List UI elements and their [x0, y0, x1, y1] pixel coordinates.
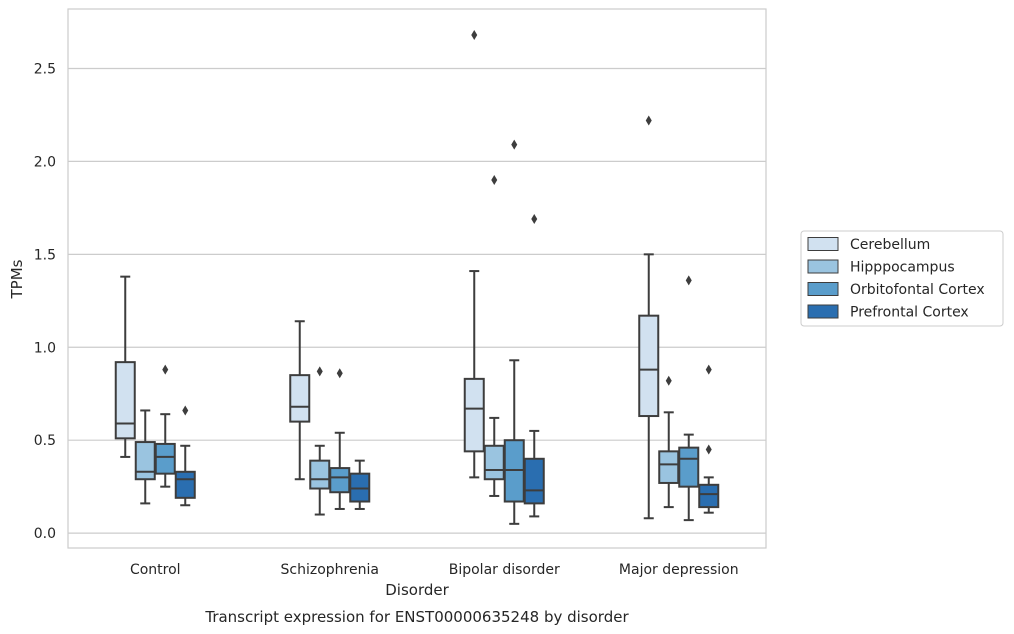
box-body: [523, 457, 545, 505]
y-tick-labels: 0.0 0.5 1.0 1.5 2.0 2.5: [34, 61, 56, 542]
box-1-0: [134, 409, 156, 505]
legend-swatch-3: [807, 304, 839, 319]
chart-title: Transcript expression for ENST0000063524…: [204, 608, 629, 626]
outlier-0: [471, 30, 478, 41]
box-body: [678, 446, 700, 488]
legend-label-2: Orbitofontal Cortex: [850, 282, 985, 298]
outlier-0: [182, 405, 189, 416]
legend-swatch-0: [807, 237, 839, 251]
outlier-0: [336, 368, 343, 379]
outlier-1: [705, 444, 712, 455]
box-2-0: [154, 364, 176, 488]
legend-swatch-1: [807, 259, 839, 274]
box-2-1: [329, 368, 351, 510]
x-tick-label-0: Control: [130, 562, 181, 578]
outlier-0: [705, 364, 712, 375]
outlier-0: [665, 375, 672, 386]
outlier-0: [162, 364, 169, 375]
box-body: [638, 314, 660, 418]
x-tick-label-3: Major depression: [619, 562, 739, 578]
outlier-0: [316, 366, 323, 377]
x-tick-labels: Control Schizophrenia Bipolar disorder Majo…: [130, 562, 739, 578]
box-0-2: [463, 30, 485, 479]
legend-frame: [800, 230, 1004, 327]
box-3-1: [349, 459, 371, 510]
box-0-3: [638, 115, 660, 520]
y-tick-label-0: 0.0: [34, 526, 56, 542]
outlier-0: [645, 115, 652, 126]
legend: Cerebellum Hipppocampus Orbitofontal Corte…: [800, 230, 1004, 327]
x-axis-label: Disorder: [385, 581, 449, 599]
legend-label-1: Hipppocampus: [850, 260, 955, 276]
legend-label-3: Prefrontal Cortex: [850, 305, 969, 321]
y-tick-label-4: 2.0: [34, 154, 56, 170]
box-body: [329, 467, 351, 494]
box-body: [483, 444, 505, 481]
box-body: [154, 442, 176, 475]
outlier-0: [491, 174, 498, 185]
x-tick-label-2: Bipolar disorder: [449, 562, 560, 578]
box-3-0: [174, 405, 196, 507]
y-tick-label-1: 0.5: [34, 433, 56, 449]
box-2-3: [678, 275, 700, 522]
y-tick-label-5: 2.5: [34, 61, 56, 77]
box-3-3: [698, 364, 720, 514]
outlier-0: [511, 139, 518, 150]
legend-label-0: Cerebellum: [850, 237, 930, 253]
x-tick-label-1: Schizophrenia: [281, 562, 379, 578]
outlier-0: [685, 275, 692, 286]
legend-swatch-2: [807, 282, 839, 296]
box-3-2: [523, 214, 545, 518]
outlier-0: [531, 214, 538, 225]
box-body: [174, 470, 196, 499]
box-body: [463, 377, 485, 453]
box-2-2: [503, 139, 525, 525]
box-body: [134, 441, 156, 481]
box-0-1: [289, 320, 311, 481]
box-0-0: [114, 275, 136, 458]
y-axis-label: TPMs: [8, 259, 26, 299]
y-tick-label-3: 1.5: [34, 247, 56, 263]
y-tick-label-2: 1.0: [34, 340, 56, 356]
box-body: [698, 483, 720, 509]
box-body: [289, 374, 311, 423]
box-body: [658, 450, 680, 484]
box-plots: [114, 30, 720, 525]
box-body: [114, 361, 136, 440]
box-body: [309, 459, 331, 490]
box-1-2: [483, 174, 505, 497]
